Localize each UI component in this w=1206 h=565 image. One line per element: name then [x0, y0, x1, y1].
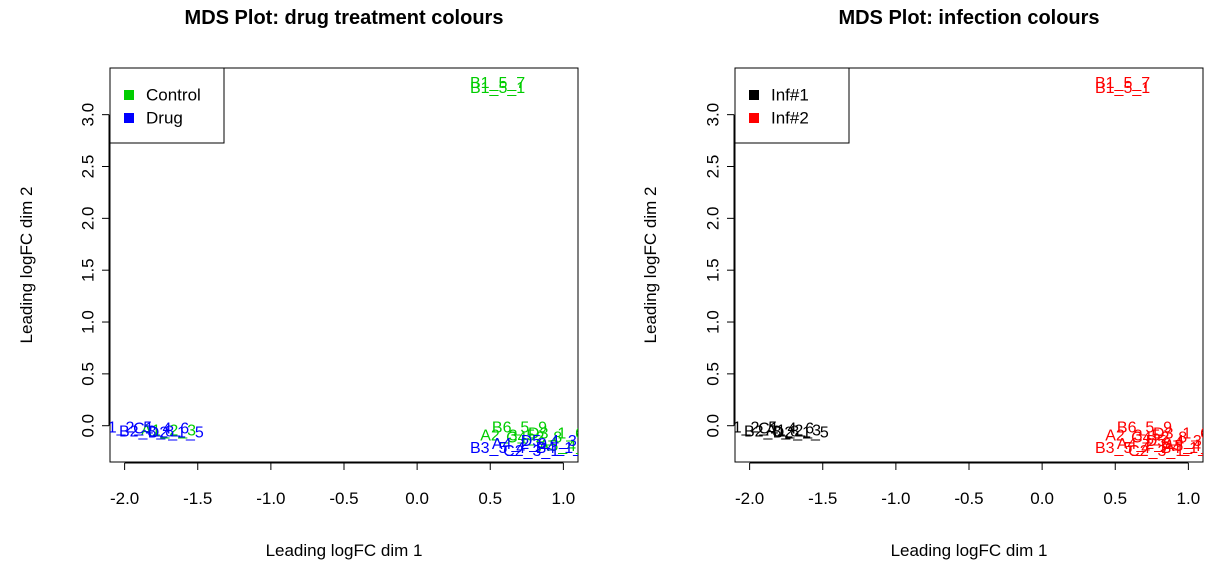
y-tick-label: 0.0 [704, 414, 723, 438]
point-label: B1_5_1 [470, 80, 525, 97]
point-label: B4_1_2 [536, 440, 591, 457]
point-label: C4_2_8 [506, 430, 562, 447]
x-tick-label: -1.5 [183, 489, 212, 508]
x-tick-label: -2.0 [735, 489, 764, 508]
x-tick-label: -1.5 [808, 489, 837, 508]
y-axis-label: Leading logFC dim 2 [17, 187, 36, 344]
point-label: A1_2_5 [722, 419, 777, 436]
y-tick-label: 3.0 [704, 103, 723, 127]
point-label: B2_3_8 [744, 423, 799, 440]
y-tick-label: 1.0 [704, 310, 723, 334]
x-tick-label: 0.5 [1103, 489, 1127, 508]
x-tick-label: 0.0 [1030, 489, 1054, 508]
chart-panel-2: MDS Plot: infection colours -2.0 -1.5 -1.0 -… [641, 7, 1206, 560]
legend-label: Drug [146, 109, 183, 128]
x-tick-label: -1.0 [881, 489, 910, 508]
chart-panel-1: MDS Plot: drug treatment colours -2.0 -1.5… [17, 7, 594, 560]
legend: Control Drug [109, 67, 225, 144]
point-label: A1_2_3 [766, 422, 821, 439]
x-axis-label: Leading logFC dim 1 [266, 541, 423, 560]
point-label: B3_5_4 [470, 440, 525, 457]
x-axis-label: Leading logFC dim 1 [891, 541, 1048, 560]
y-tick-label: 1.0 [79, 310, 98, 334]
point-label: C2_3_1 [503, 443, 559, 460]
point-label: D2_1_5 [148, 424, 204, 441]
plot-frame [109, 67, 579, 463]
x-tick-label: -0.5 [954, 489, 983, 508]
point-label: B4_1_2 [1161, 440, 1206, 457]
point-label: B1_5_7 [470, 75, 525, 92]
x-tick-label: 0.5 [478, 489, 502, 508]
y-tick-label: 0.5 [79, 362, 98, 386]
y-tick-label: 2.5 [704, 155, 723, 179]
x-tick-label: 0.0 [405, 489, 429, 508]
points-group: B1_5_7B1_5_1 B6_5_9A2_3_5C4_2_8D3_1_6A5_4… [97, 75, 594, 460]
chart-title: MDS Plot: drug treatment colours [185, 7, 504, 29]
legend-swatch [124, 90, 134, 100]
x-tick-label: -1.0 [256, 489, 285, 508]
point-label: B6_5_9 [1117, 419, 1172, 436]
legend: Inf#1 Inf#2 [734, 67, 850, 144]
points-group: A1_2_5B2_3_8C1_4_6D2_1_5A1_2_3 B1_5_7B1_5… [722, 75, 1206, 460]
point-label: D5_4_3 [1146, 433, 1202, 450]
point-label: B1_5_1 [1095, 80, 1150, 97]
point-label: A1_2_3 [141, 422, 196, 439]
legend-swatch [124, 113, 134, 123]
x-tick-label: -2.0 [110, 489, 139, 508]
y-axis-label: Leading logFC dim 2 [641, 187, 660, 344]
point-label: D5_4_3 [521, 433, 577, 450]
point-label: A5_4_2 [1164, 438, 1206, 455]
point-label: A1_2_5 [97, 419, 152, 436]
point-label: A4_2_9 [492, 436, 547, 453]
y-tick-label: 1.5 [704, 258, 723, 282]
point-label: A2_3_5 [480, 428, 535, 445]
x-tick-label: 1.0 [552, 489, 576, 508]
point-label: D2_1_5 [773, 424, 829, 441]
point-label: D3_1_6 [1153, 426, 1206, 443]
point-label: B6_5_9 [492, 419, 547, 436]
y-tick-label: 3.0 [79, 103, 98, 127]
point-label: C2_3_1 [1128, 443, 1184, 460]
legend-label: Inf#1 [771, 86, 809, 105]
point-label: D3_1_6 [528, 426, 584, 443]
point-label: A2_3_5 [1105, 428, 1160, 445]
point-label: B1_5_7 [1095, 75, 1150, 92]
point-label: B2_3_8 [119, 423, 174, 440]
plot-frame [734, 67, 1204, 463]
legend-swatch [749, 90, 759, 100]
y-tick-label: 2.0 [704, 207, 723, 231]
chart-title: MDS Plot: infection colours [838, 7, 1099, 29]
point-label: C1_4_6 [133, 420, 189, 437]
point-label: C1_4_6 [758, 420, 814, 437]
legend-box [734, 67, 850, 144]
y-tick-label: 2.0 [79, 207, 98, 231]
x-tick-label: 1.0 [1177, 489, 1201, 508]
legend-label: Control [146, 86, 201, 105]
point-label: A5_4_2 [539, 438, 594, 455]
point-label: A4_2_9 [1117, 436, 1172, 453]
legend-label: Inf#2 [771, 109, 809, 128]
y-tick-label: 0.0 [79, 414, 98, 438]
y-tick-label: 1.5 [79, 258, 98, 282]
x-tick-label: -0.5 [329, 489, 358, 508]
legend-box [109, 67, 225, 144]
legend-swatch [749, 113, 759, 123]
y-tick-label: 2.5 [79, 155, 98, 179]
point-label: C4_2_8 [1131, 430, 1187, 447]
point-label: B3_5_4 [1095, 440, 1150, 457]
y-tick-label: 0.5 [704, 362, 723, 386]
